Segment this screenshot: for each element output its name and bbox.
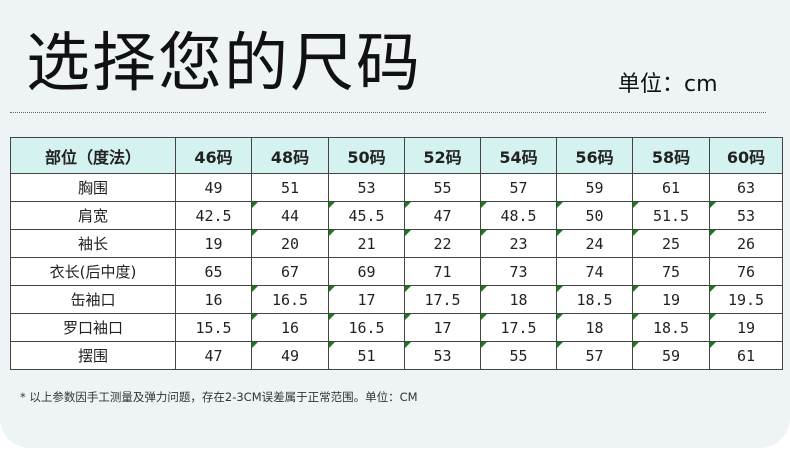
header-size: 46码 [175,137,252,174]
table-cell: 75 [632,257,710,286]
table-cell: 51.5 [632,201,710,230]
table-cell: 48.5 [480,201,557,230]
table-cell: 20 [251,229,329,258]
table-cell: 16.5 [251,285,329,314]
row-label: 摆围 [10,341,176,370]
unit-label: 单位：cm [618,72,718,97]
row-label: 缶袖口 [10,285,176,314]
table-cell: 59 [556,173,633,202]
table-cell: 18 [556,313,633,342]
table-cell: 17.5 [480,313,557,342]
table-cell: 74 [556,257,633,286]
size-table: 部位（度法） 46码 48码 50码 52码 54码 56码 58码 60码 胸围 49 51 53 5… [10,137,783,370]
table-cell: 44 [251,201,329,230]
page-title: 选择您的尺码 [26,27,422,101]
table-cell: 71 [404,257,481,286]
table-cell: 76 [709,257,783,286]
table-cell: 26 [709,229,783,258]
table-cell: 18.5 [556,285,633,314]
table-cell: 16 [175,285,252,314]
table-cell: 55 [480,341,557,370]
footnote: * 以上参数因手工测量及弹力问题，存在2-3CM误差属于正常范围。单位：CM [20,390,418,404]
header-size: 56码 [556,137,633,174]
header-size: 58码 [632,137,710,174]
table-cell: 42.5 [175,201,252,230]
table-cell: 51 [328,341,405,370]
table-row: 胸围 49 51 53 55 57 59 61 63 [10,173,783,202]
table-cell: 53 [404,341,481,370]
header-size: 48码 [251,137,329,174]
table-cell: 17.5 [404,285,481,314]
table-cell: 69 [328,257,405,286]
table-cell: 59 [632,341,710,370]
header-measurement: 部位（度法） [10,137,176,174]
table-cell: 51 [251,173,329,202]
table-cell: 45.5 [328,201,405,230]
row-label: 衣长(后中度) [10,257,176,286]
table-row: 缶袖口 16 16.5 17 17.5 18 18.5 19 19.5 [10,285,783,314]
table-row: 衣长(后中度) 65 67 69 71 73 74 75 76 [10,257,783,286]
table-cell: 63 [709,173,783,202]
table-cell: 19 [709,313,783,342]
table-cell: 17 [404,313,481,342]
table-cell: 23 [480,229,557,258]
table-cell: 49 [175,173,252,202]
table-cell: 19.5 [709,285,783,314]
table-cell: 61 [709,341,783,370]
table-cell: 16 [251,313,329,342]
table-cell: 73 [480,257,557,286]
table-cell: 18 [480,285,557,314]
table-cell: 47 [404,201,481,230]
table-cell: 25 [632,229,710,258]
header-size: 50码 [328,137,405,174]
table-row: 肩宽 42.5 44 45.5 47 48.5 50 51.5 53 [10,201,783,230]
table-cell: 65 [175,257,252,286]
table-cell: 21 [328,229,405,258]
row-label: 胸围 [10,173,176,202]
row-label: 肩宽 [10,201,176,230]
table-cell: 53 [709,201,783,230]
divider [10,112,766,113]
table-cell: 16.5 [328,313,405,342]
header-size: 60码 [709,137,783,174]
table-row: 摆围 47 49 51 53 55 57 59 61 [10,341,783,370]
table-cell: 19 [632,285,710,314]
table-cell: 57 [556,341,633,370]
table-cell: 19 [175,229,252,258]
row-label: 袖长 [10,229,176,258]
table-row: 罗口袖口 15.5 16 16.5 17 17.5 18 18.5 19 [10,313,783,342]
table-cell: 55 [404,173,481,202]
table-cell: 22 [404,229,481,258]
row-label: 罗口袖口 [10,313,176,342]
table-cell: 47 [175,341,252,370]
table-row: 袖长 19 20 21 22 23 24 25 26 [10,229,783,258]
header-size: 52码 [404,137,481,174]
table-cell: 57 [480,173,557,202]
table-cell: 17 [328,285,405,314]
table-cell: 53 [328,173,405,202]
table-cell: 49 [251,341,329,370]
table-cell: 24 [556,229,633,258]
table-cell: 15.5 [175,313,252,342]
header-size: 54码 [480,137,557,174]
table-cell: 50 [556,201,633,230]
table-cell: 18.5 [632,313,710,342]
table-cell: 67 [251,257,329,286]
table-header-row: 部位（度法） 46码 48码 50码 52码 54码 56码 58码 60码 [10,137,783,174]
table-cell: 61 [632,173,710,202]
